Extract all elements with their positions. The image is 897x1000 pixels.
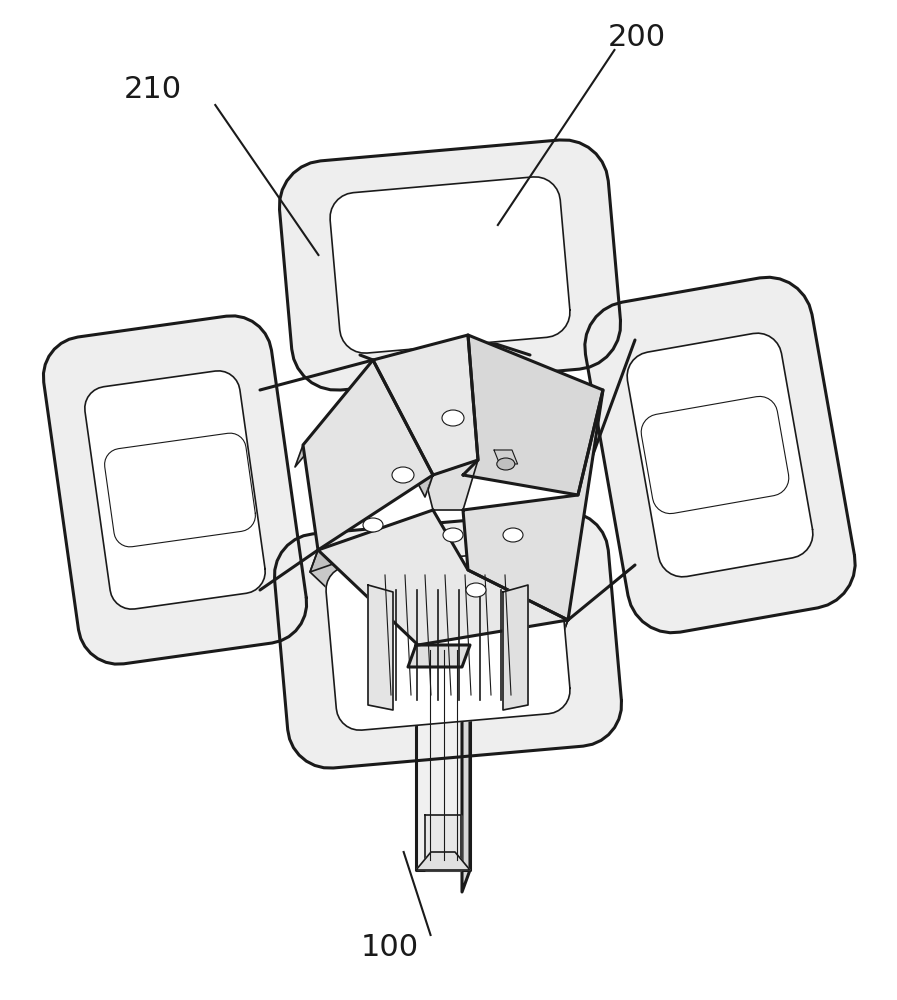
Polygon shape [425, 815, 461, 870]
Polygon shape [365, 360, 433, 497]
Polygon shape [295, 360, 373, 467]
Polygon shape [368, 585, 393, 710]
Polygon shape [373, 335, 478, 475]
Polygon shape [303, 360, 433, 550]
Polygon shape [463, 335, 603, 495]
Polygon shape [463, 390, 603, 620]
Polygon shape [43, 316, 307, 664]
Polygon shape [318, 510, 568, 645]
Polygon shape [503, 585, 528, 710]
Polygon shape [416, 852, 470, 870]
Ellipse shape [466, 583, 486, 597]
Polygon shape [280, 140, 621, 390]
Polygon shape [428, 460, 478, 510]
Polygon shape [85, 371, 266, 609]
Polygon shape [627, 333, 813, 577]
Polygon shape [274, 512, 622, 768]
Polygon shape [560, 390, 603, 642]
Polygon shape [570, 390, 603, 517]
Ellipse shape [443, 528, 463, 542]
Ellipse shape [442, 410, 464, 426]
Text: 200: 200 [608, 22, 666, 51]
Polygon shape [327, 550, 570, 730]
Polygon shape [494, 450, 518, 464]
Polygon shape [416, 645, 470, 870]
Polygon shape [462, 645, 470, 892]
Ellipse shape [497, 458, 515, 470]
Text: 100: 100 [361, 934, 419, 962]
Ellipse shape [503, 528, 523, 542]
Polygon shape [408, 645, 470, 667]
Polygon shape [460, 570, 568, 642]
Polygon shape [310, 550, 418, 667]
Polygon shape [585, 277, 855, 633]
Polygon shape [330, 177, 570, 353]
Polygon shape [310, 510, 433, 572]
Ellipse shape [363, 518, 383, 532]
Text: 210: 210 [124, 76, 181, 104]
Ellipse shape [392, 467, 414, 483]
Polygon shape [365, 335, 468, 382]
